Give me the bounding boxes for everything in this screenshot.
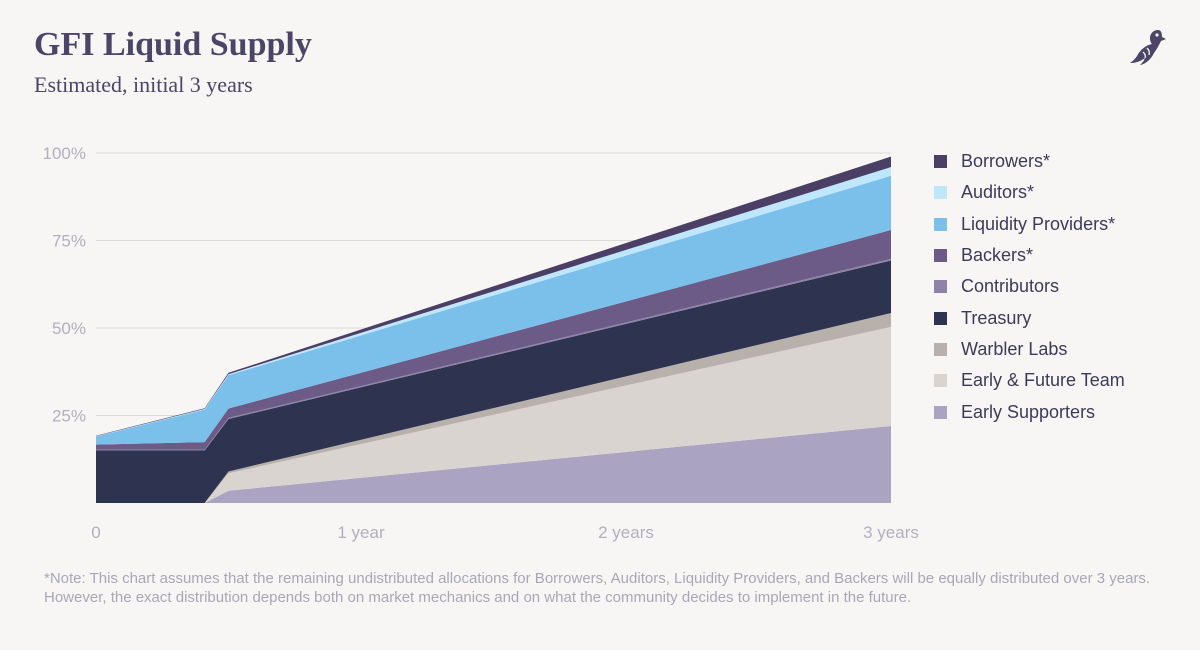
legend-item: Backers* [934,240,1125,271]
y-tick-label: 25% [52,407,86,426]
legend-label: Early Supporters [961,401,1096,422]
legend-swatch [934,342,947,356]
area-chart: 25% 50% 75% 100% 0 1 year 2 years 3 years [43,144,919,542]
legend-swatch [934,405,947,419]
legend-swatch [934,186,947,200]
area-treasury [96,260,891,503]
area-early-supporters [96,426,891,503]
legend-swatch [934,249,947,263]
area-liquidity-providers [96,175,891,445]
legend-swatch [934,374,947,388]
legend-label: Liquidity Providers* [961,213,1116,234]
area-auditors [96,167,891,437]
legend-item: Contributors [934,271,1125,302]
legend-item: Auditors* [934,177,1125,208]
legend-label: Backers* [961,245,1034,266]
area-backers [96,230,891,450]
legend-item: Liquidity Providers* [934,209,1125,240]
chart-legend: Borrowers* Auditors* Liquidity Providers* B… [934,146,1125,428]
legend-label: Early & Future Team [961,370,1125,391]
area-early-future-team [96,326,891,503]
legend-swatch [934,280,947,294]
legend-label: Borrowers* [961,151,1051,172]
legend-label: Contributors [961,276,1060,297]
legend-item: Treasury [934,302,1125,333]
x-tick-label: 0 [91,523,100,542]
legend-item: Borrowers* [934,146,1125,177]
legend-swatch [934,155,947,169]
legend-swatch [934,311,947,325]
x-tick-label: 1 year [337,523,385,542]
legend-swatch [934,217,947,231]
warbler-bird-icon [1130,30,1166,65]
axes: 0 1 year 2 years 3 years [91,523,919,542]
chart-subtitle: Estimated, initial 3 years [34,72,253,97]
x-tick-label: 3 years [863,523,919,542]
y-tick-label: 100% [43,144,86,163]
y-tick-label: 75% [52,232,86,251]
chart-title: GFI Liquid Supply [34,26,312,63]
legend-item: Early & Future Team [934,365,1125,396]
legend-label: Auditors* [961,182,1035,203]
legend-label: Treasury [961,307,1032,328]
y-tick-label: 50% [52,319,86,338]
stacked-areas [96,156,891,503]
footnote: *Note: This chart assumes that the remai… [44,570,1151,606]
area-contributors [96,258,891,451]
legend-item: Warbler Labs [934,334,1125,365]
area-borrowers [96,156,891,437]
legend-item: Early Supporters [934,396,1125,427]
x-tick-label: 2 years [598,523,654,542]
legend-label: Warbler Labs [961,338,1068,359]
